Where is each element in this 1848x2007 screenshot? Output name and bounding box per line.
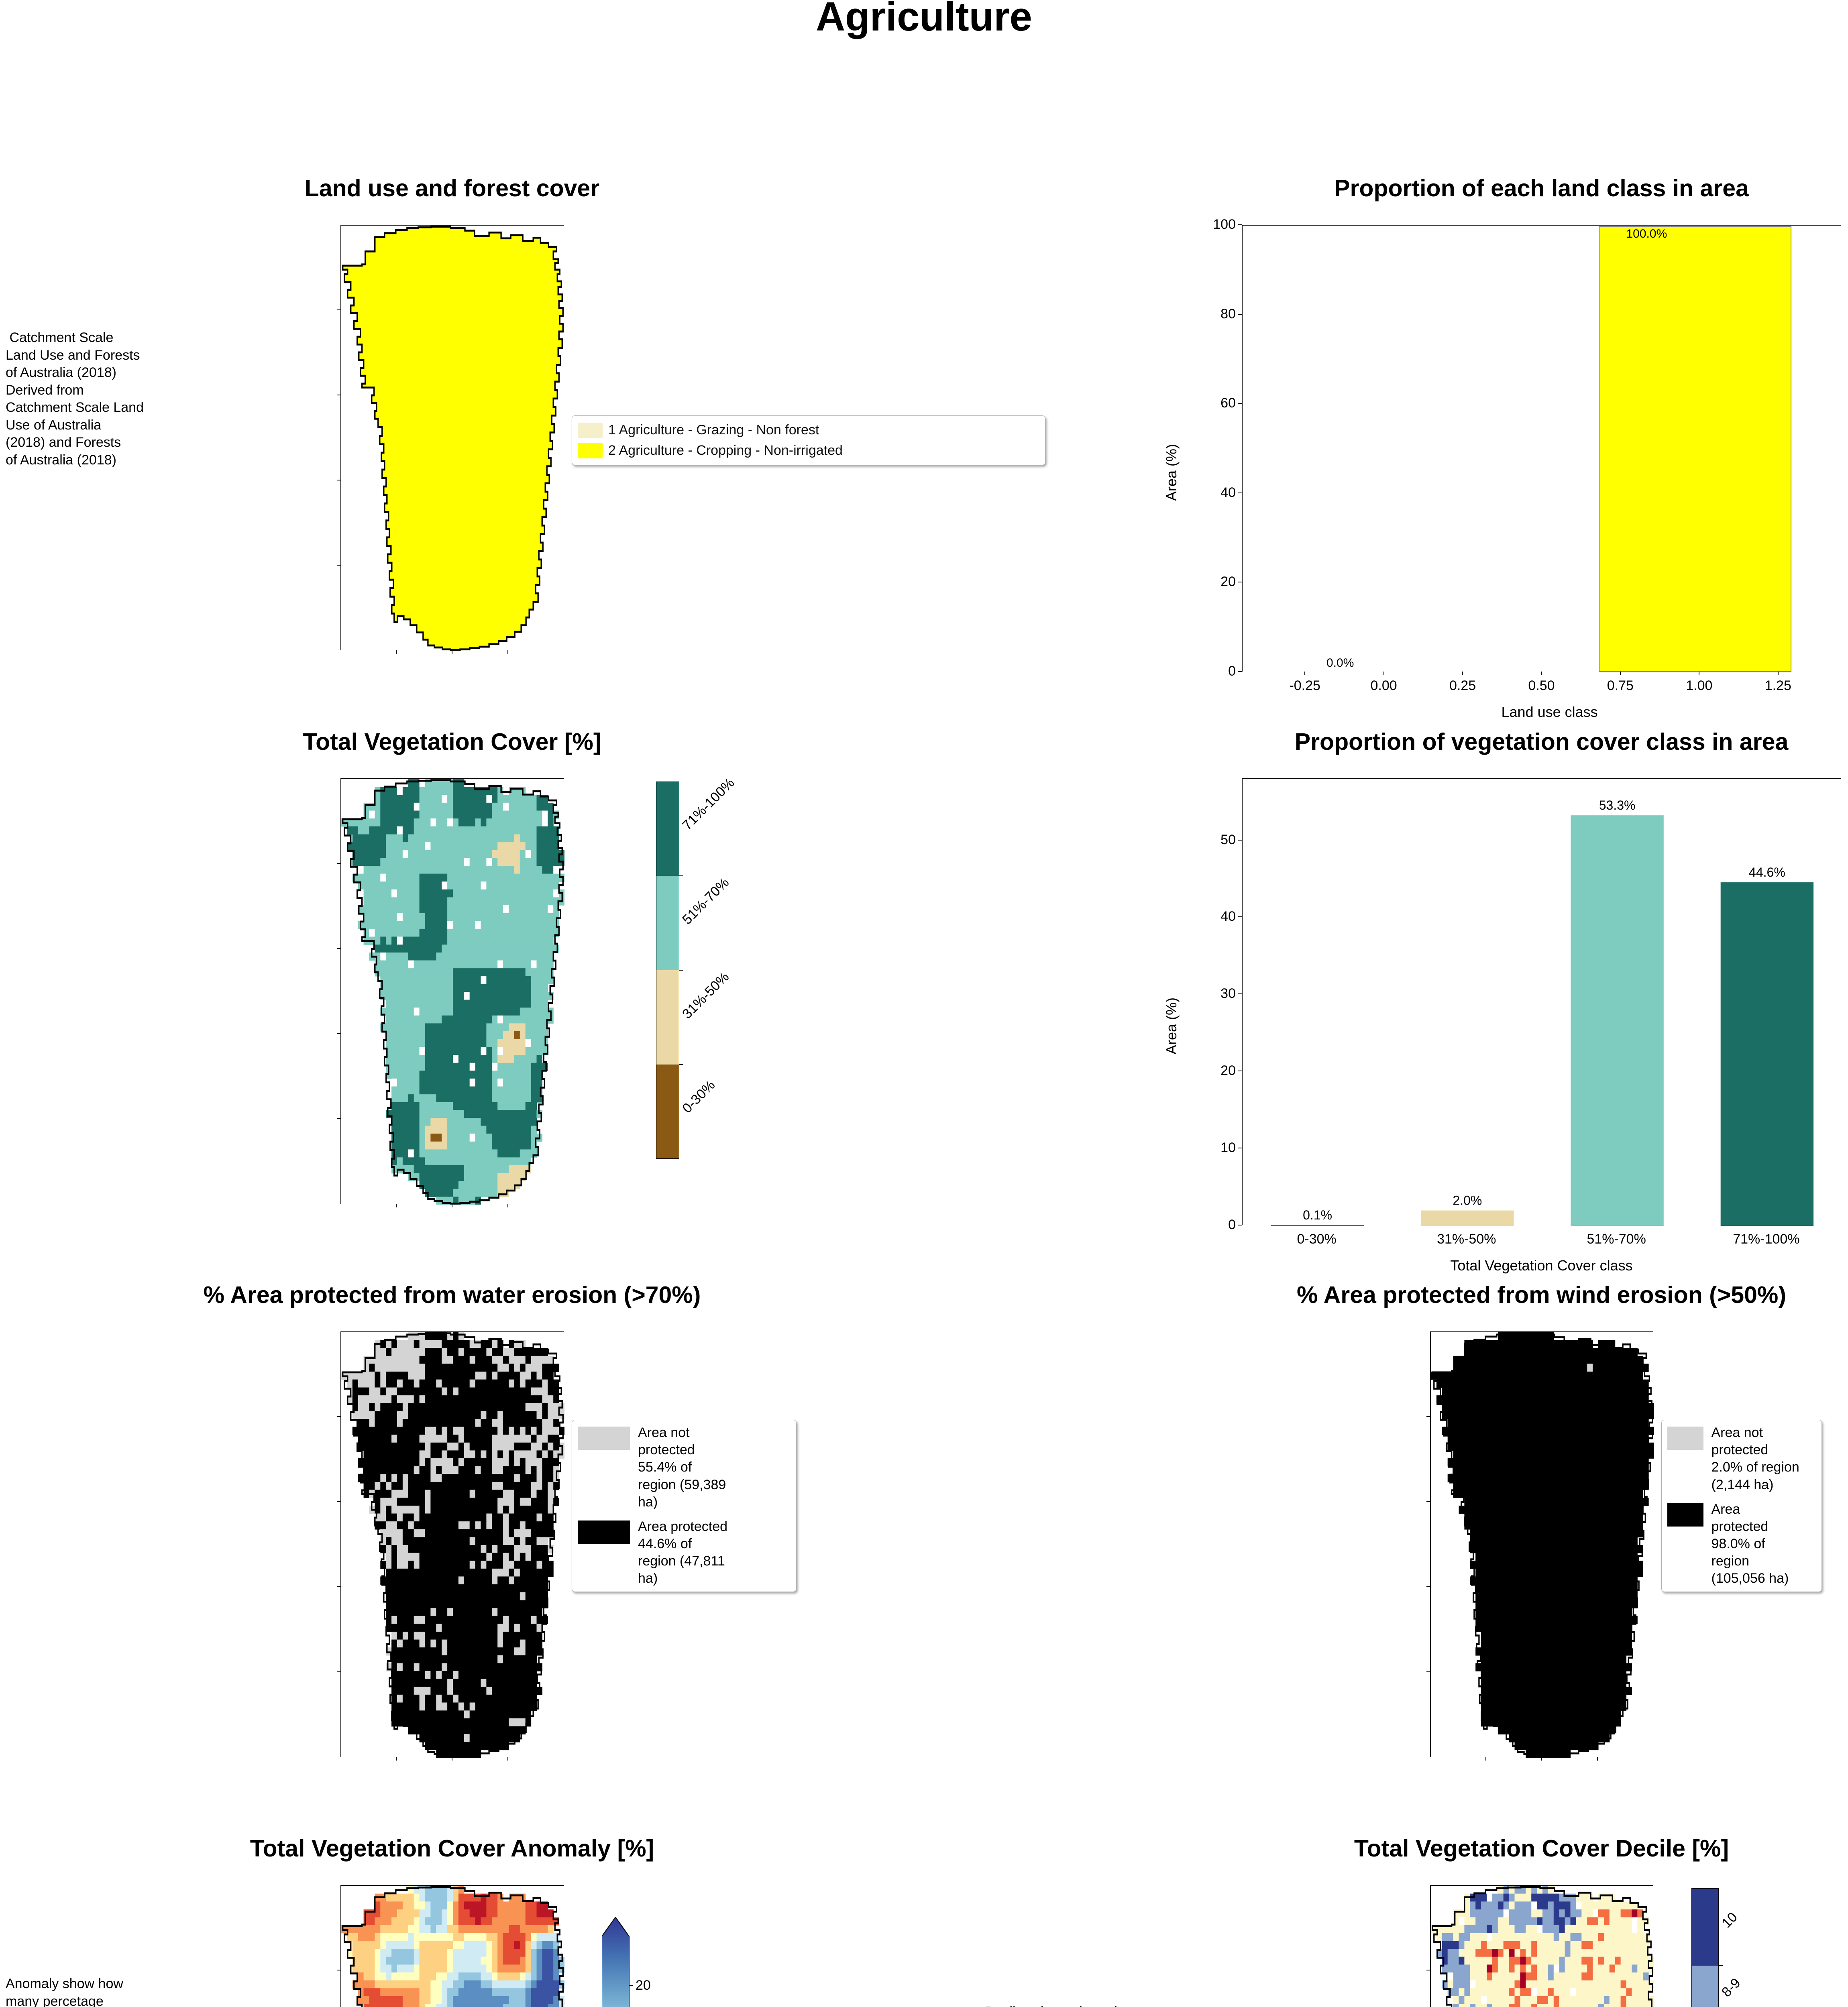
svg-text:0.0%: 0.0% <box>1326 656 1354 670</box>
svg-text:0.1%: 0.1% <box>1303 1208 1332 1222</box>
svg-text:53.3%: 53.3% <box>1599 798 1636 812</box>
svg-text:44.6%: 44.6% <box>1749 865 1785 879</box>
svg-text:100.0%: 100.0% <box>1626 227 1667 240</box>
svg-text:2.0%: 2.0% <box>1453 1193 1482 1208</box>
